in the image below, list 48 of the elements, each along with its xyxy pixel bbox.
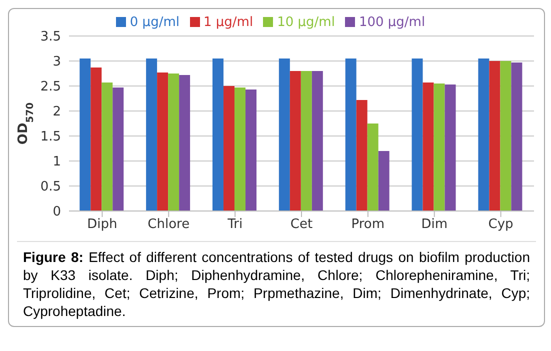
- bar: [422, 82, 434, 211]
- y-tick-label: 0: [52, 204, 61, 220]
- bar: [434, 84, 445, 211]
- bar: [412, 58, 423, 211]
- x-tick-label: Tri: [226, 217, 243, 232]
- bar: [378, 151, 390, 211]
- bar: [345, 58, 356, 211]
- bar: [478, 58, 490, 211]
- y-tick-label: 3.5: [40, 30, 61, 45]
- bar: [102, 82, 113, 211]
- bar: [511, 62, 522, 211]
- x-tick-label: Prom: [351, 217, 385, 232]
- x-tick-label: Diph: [87, 217, 118, 232]
- x-tick-label: Dim: [421, 217, 448, 232]
- bar: [112, 88, 124, 211]
- bar: [290, 71, 301, 211]
- bar: [367, 124, 378, 211]
- bar: [278, 58, 290, 211]
- bar: [90, 68, 102, 211]
- bar: [157, 72, 168, 211]
- bar: [300, 71, 312, 211]
- y-tick-label: 2: [52, 104, 61, 120]
- bar: [146, 58, 158, 211]
- legend-label: 10 µg/ml: [277, 15, 335, 30]
- bar: [80, 58, 91, 211]
- bar: [500, 61, 512, 211]
- x-tick-label: Cyp: [488, 217, 514, 232]
- bar: [234, 88, 246, 211]
- legend-label: 0 µg/ml: [130, 15, 180, 30]
- y-tick-label: 1.5: [40, 130, 61, 145]
- legend-label: 1 µg/ml: [204, 15, 254, 30]
- bar: [245, 90, 256, 211]
- bar: [489, 61, 500, 211]
- x-tick-label: Chlore: [148, 217, 190, 232]
- legend-label: 100 µg/ml: [358, 15, 426, 30]
- y-tick-label: 1: [52, 154, 61, 170]
- bar: [179, 75, 190, 211]
- y-tick-label: 0.5: [40, 180, 61, 195]
- bar: [223, 86, 234, 211]
- x-tick-label: Cet: [290, 217, 313, 232]
- bar: [212, 58, 224, 211]
- bar: [168, 74, 180, 211]
- bar: [312, 71, 323, 211]
- caption: Figure 8: Effect of different concentrations of tested drugs on biofilm production by K33 isolate. Diph; Diphenhydramine, Chlore; Chlorepheniramine, Tri; Triprolidine, Cet; Cetrizine, Prom; Prpmethazine, Dim; Dimenhydrinate, Cyp; Cyproheptadine.: [22, 248, 531, 320]
- y-tick-label: 2.5: [40, 80, 61, 95]
- bar: [444, 84, 456, 211]
- y-tick-label: 3: [52, 54, 61, 70]
- bar: [356, 100, 368, 211]
